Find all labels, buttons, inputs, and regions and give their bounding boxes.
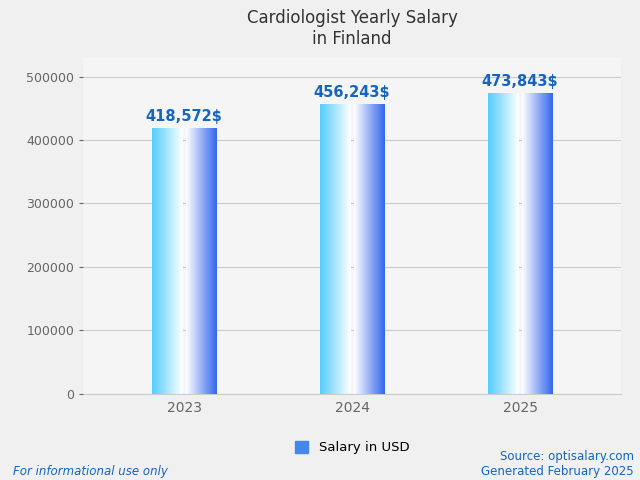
Title: Cardiologist Yearly Salary
in Finland: Cardiologist Yearly Salary in Finland (246, 9, 458, 48)
Text: 473,843$: 473,843$ (482, 74, 558, 89)
Text: Source: optisalary.com
Generated February 2025: Source: optisalary.com Generated Februar… (481, 450, 634, 478)
Text: 418,572$: 418,572$ (145, 109, 223, 124)
Text: For informational use only: For informational use only (13, 465, 168, 478)
Text: 456,243$: 456,243$ (314, 85, 390, 100)
Legend: Salary in USD: Salary in USD (295, 441, 409, 454)
